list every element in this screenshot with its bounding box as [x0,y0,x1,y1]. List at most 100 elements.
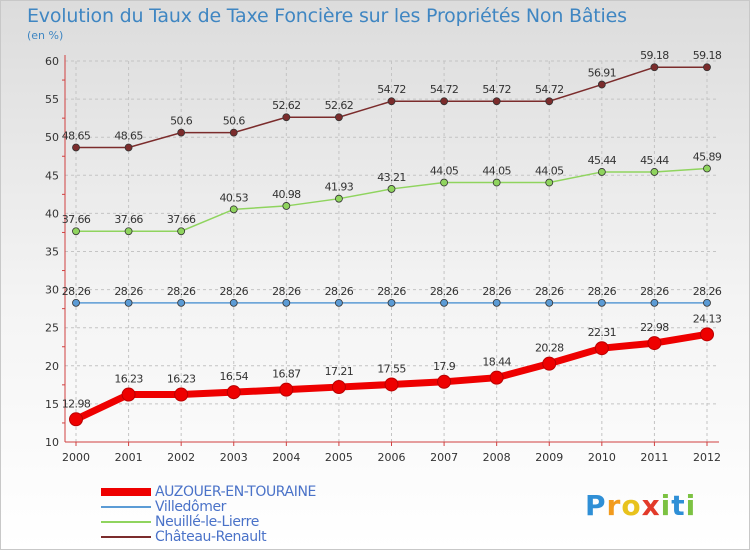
data-point [69,412,83,427]
data-point [703,298,711,307]
data-point [226,385,241,400]
data-point [700,327,714,342]
data-point [72,227,80,236]
data-label: 43.21 [377,171,406,184]
data-label: 40.53 [220,191,249,204]
data-label: 28.26 [482,285,511,298]
y-tick-label: 25 [45,322,59,335]
data-label: 17.21 [325,365,354,378]
y-tick-label: 50 [45,131,59,144]
legend-swatch [101,488,151,496]
data-label: 44.05 [482,165,511,178]
data-label: 54.72 [377,83,406,96]
x-tick-label: 2007 [430,451,458,464]
data-label: 16.87 [272,368,301,381]
data-point [650,168,659,176]
data-point [387,97,396,106]
data-point [282,298,291,307]
data-point [489,370,504,385]
data-label: 54.72 [482,83,511,96]
x-tick-label: 2005 [325,451,353,464]
data-label: 17.55 [377,362,406,375]
data-label: 24.13 [693,312,722,325]
y-tick-label: 40 [45,207,59,220]
axis-layer: 10 15 20 25 30 35 40 45 50 55 60 2000 2001 2002 2003 20… [45,55,721,464]
logo-letter: i [685,489,697,522]
data-label: 28.26 [640,285,669,298]
data-label: 48.65 [62,129,91,142]
data-point [335,298,343,307]
data-point [124,143,133,152]
series-villed-mer [72,298,711,307]
legend-swatch [101,506,151,508]
data-label: 28.26 [693,285,722,298]
data-point [72,298,80,307]
y-unit-label: (en %) [27,29,64,42]
x-tick-label: 2001 [115,451,143,464]
series-ch-teau-renault [72,63,711,152]
data-label: 28.26 [272,285,301,298]
data-label: 28.26 [325,285,354,298]
y-tick-label: 15 [45,398,59,411]
logo-letter: r [606,489,622,522]
legend-label: Château-Renault [155,529,267,545]
proxiti-logo: Proxiti [585,489,696,522]
logo-letter: P [585,489,607,522]
data-point [177,128,186,137]
x-tick-label: 2004 [272,451,300,464]
data-label-layer: 28.26 28.26 28.26 28.26 28.26 28.26 28.26 28.26… [62,49,723,410]
legend-item: Villedômer [101,499,401,515]
data-point [650,63,659,72]
data-point [279,382,294,397]
chart-title: Evolution du Taux de Taxe Foncière sur l… [27,5,627,27]
data-label: 44.05 [535,165,564,178]
data-label: 52.62 [325,99,354,112]
data-label: 28.26 [588,285,617,298]
data-label: 28.26 [220,285,249,298]
data-label: 22.98 [640,321,669,334]
y-tick-label: 20 [45,360,59,373]
data-point [229,128,238,137]
data-label: 54.72 [535,83,564,96]
data-label: 28.26 [114,285,143,298]
data-label: 22.31 [588,326,617,339]
data-label: 40.98 [272,188,301,201]
legend-label: AUZOUER-EN-TOURAINE [155,484,316,500]
data-label: 45.44 [588,154,617,167]
data-point [597,168,606,176]
data-point [492,178,501,187]
data-point [440,178,448,187]
data-label: 28.26 [430,285,459,298]
data-point [229,298,238,307]
x-tick-label: 2011 [640,451,668,464]
data-point [647,336,662,351]
y-tick-label: 60 [45,55,59,68]
x-tick-label: 2009 [535,451,563,464]
data-label: 48.65 [114,129,143,142]
data-point [545,97,554,106]
y-tick-label: 45 [45,169,59,182]
data-point [597,298,606,307]
data-point [440,97,448,106]
data-point [597,80,606,89]
legend-item: AUZOUER-EN-TOURAINE [101,484,401,500]
data-point [177,298,186,307]
x-tick-label: 2006 [378,451,406,464]
data-label: 56.91 [588,67,617,80]
logo-letter: t [671,489,686,522]
data-point [282,202,291,210]
data-label: 59.18 [640,49,669,62]
data-point [335,113,343,122]
data-point [124,227,133,236]
logo-letter: x [641,489,661,522]
data-point [72,143,80,152]
data-label: 45.44 [640,154,669,167]
data-point [124,298,133,307]
y-tick-label: 30 [45,284,59,297]
data-point [387,185,396,193]
data-point [703,63,711,72]
y-tick-label: 10 [45,436,59,449]
legend-item: Neuillé-le-Lierre [101,514,401,530]
